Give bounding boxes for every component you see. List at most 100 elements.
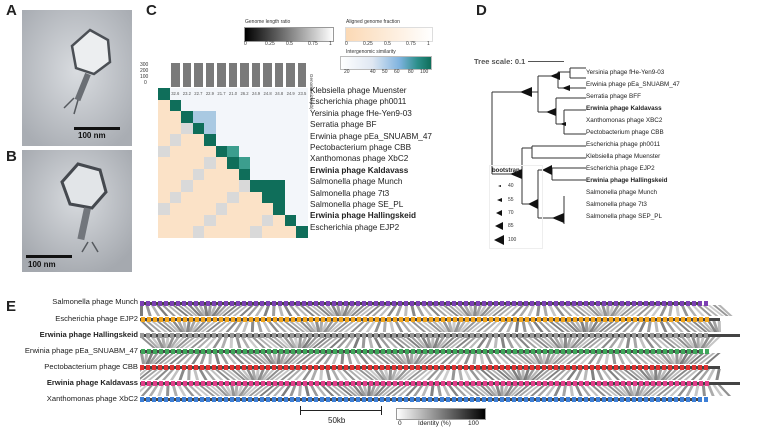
taxon-label: Erwinia phage Kaldavass bbox=[586, 105, 662, 112]
size-tick: 0 bbox=[144, 80, 147, 86]
genome-label: Escherichia phage EJP2 bbox=[55, 314, 138, 323]
heatmap-cell bbox=[169, 145, 182, 158]
heatmap-cell bbox=[273, 157, 285, 169]
heatmap-cell bbox=[296, 145, 308, 158]
bootstrap-value: 55 bbox=[508, 197, 514, 203]
legend-tick: 0 bbox=[244, 41, 247, 47]
heatmap-cell bbox=[215, 214, 228, 227]
heatmap-value: 23.5 bbox=[298, 91, 307, 96]
heatmap-cell bbox=[192, 203, 205, 215]
taxon-label: Salmonella phage 7t3 bbox=[586, 201, 647, 208]
heatmap-cell bbox=[284, 88, 297, 100]
genome-size-bar bbox=[251, 63, 261, 87]
heatmap-cell bbox=[181, 134, 193, 146]
heatmap-cell bbox=[238, 191, 251, 204]
taxon-label: Serratia phage BFF bbox=[586, 93, 641, 100]
heatmap-cell bbox=[273, 226, 285, 238]
legend-tick: 0.75 bbox=[406, 41, 416, 47]
heatmap-cell bbox=[261, 111, 274, 123]
genome-size-bar bbox=[194, 63, 203, 87]
alignment-scale-tick bbox=[381, 406, 382, 415]
heatmap-cell bbox=[204, 122, 216, 135]
heatmap-cell bbox=[227, 203, 239, 215]
genome-track bbox=[140, 333, 740, 338]
heatmap-cell bbox=[261, 168, 274, 181]
row-label: Erwinia phage Kaldavass bbox=[310, 165, 409, 175]
row-label: Erwinia phage Hallingskeid bbox=[310, 211, 417, 221]
heatmap-cell bbox=[158, 99, 170, 112]
heatmap-cell bbox=[284, 214, 297, 227]
genome-label: Erwinia phage Kaldavass bbox=[46, 378, 138, 387]
heatmap-cell bbox=[215, 88, 228, 100]
heatmap-cell bbox=[273, 203, 285, 215]
heatmap-cell bbox=[250, 180, 262, 192]
heatmap-cell bbox=[261, 226, 274, 238]
legend-length-bar bbox=[244, 27, 334, 42]
heatmap-cell bbox=[227, 99, 239, 112]
heatmap-cell bbox=[192, 191, 205, 204]
heatmap-cell bbox=[296, 122, 308, 135]
heatmap-cell bbox=[158, 134, 170, 146]
heatmap-cell bbox=[273, 145, 285, 158]
bootstrap-value: 100 bbox=[508, 237, 517, 243]
heatmap-cell bbox=[284, 157, 297, 169]
heatmap-cell bbox=[284, 226, 297, 238]
bootstrap-legend: bootstrap 40 55 70 85 100 bbox=[489, 165, 543, 249]
heatmap-cell bbox=[273, 134, 285, 146]
heatmap-cell bbox=[215, 145, 228, 158]
panel-label-e: E bbox=[6, 298, 17, 315]
heatmap-cell bbox=[238, 168, 251, 181]
heatmap-cell bbox=[204, 214, 216, 227]
heatmap-cell bbox=[204, 88, 216, 100]
heatmap-cell bbox=[227, 88, 239, 100]
heatmap-cell bbox=[273, 99, 285, 112]
heatmap-cell bbox=[158, 214, 170, 227]
genome-size-bar bbox=[274, 63, 284, 87]
heatmap-cell bbox=[169, 111, 182, 123]
heatmap-cell bbox=[250, 214, 262, 227]
genome-size-bar bbox=[171, 63, 180, 87]
heatmap-cell bbox=[158, 111, 170, 123]
heatmap-cell bbox=[192, 111, 205, 123]
heatmap-cell bbox=[192, 168, 205, 181]
heatmap-cell bbox=[192, 180, 205, 192]
legend-tick: 0.25 bbox=[363, 41, 373, 47]
legend-tick: 1 bbox=[427, 41, 430, 47]
heatmap-cell bbox=[261, 203, 274, 215]
genome-size-bar bbox=[263, 63, 272, 87]
heatmap-cell bbox=[204, 134, 216, 146]
heatmap-cell bbox=[204, 180, 216, 192]
legend-tick: 0 bbox=[345, 41, 348, 47]
heatmap-cell bbox=[284, 191, 297, 204]
heatmap-cell bbox=[296, 157, 308, 169]
heatmap-cell bbox=[261, 191, 274, 204]
heatmap-cell bbox=[181, 157, 193, 169]
heatmap-cell bbox=[215, 157, 228, 169]
genome-track bbox=[140, 349, 709, 354]
alignment-band bbox=[140, 337, 721, 348]
intergenomic-heatmap: 32.6 23.2 22.7 22.9 21.7 21.0 26.2 24.9 24.8 24.8… bbox=[158, 88, 308, 238]
heatmap-cell bbox=[296, 99, 308, 112]
legend-tick: 0.25 bbox=[265, 41, 275, 47]
taxon-label: Salmonella phage SEP_PL bbox=[586, 213, 662, 220]
heatmap-cell bbox=[227, 226, 239, 238]
genome-label: Erwinia phage pEa_SNUABM_47 bbox=[24, 346, 138, 355]
heatmap-cell bbox=[169, 226, 182, 238]
heatmap-cell bbox=[238, 180, 251, 192]
heatmap-cell bbox=[284, 122, 297, 135]
heatmap-cell bbox=[227, 180, 239, 192]
heatmap-cell bbox=[273, 88, 285, 100]
heatmap-cell bbox=[204, 111, 216, 123]
heatmap-cell bbox=[261, 122, 274, 135]
heatmap-cell bbox=[296, 134, 308, 146]
heatmap-cell bbox=[204, 168, 216, 181]
heatmap-cell bbox=[215, 122, 228, 135]
taxon-label: Yersinia phage fHe-Yen9-03 bbox=[586, 69, 665, 76]
taxon-label: Escherichia phage ph0011 bbox=[586, 141, 661, 148]
genome-track bbox=[140, 381, 740, 386]
heatmap-cell bbox=[215, 111, 228, 123]
row-label: Salmonella phage 7t3 bbox=[310, 188, 390, 198]
heatmap-cell bbox=[169, 203, 182, 215]
legend-tick: 1 bbox=[329, 41, 332, 47]
taxon-label: Xanthomonas phage XBC2 bbox=[586, 117, 663, 124]
